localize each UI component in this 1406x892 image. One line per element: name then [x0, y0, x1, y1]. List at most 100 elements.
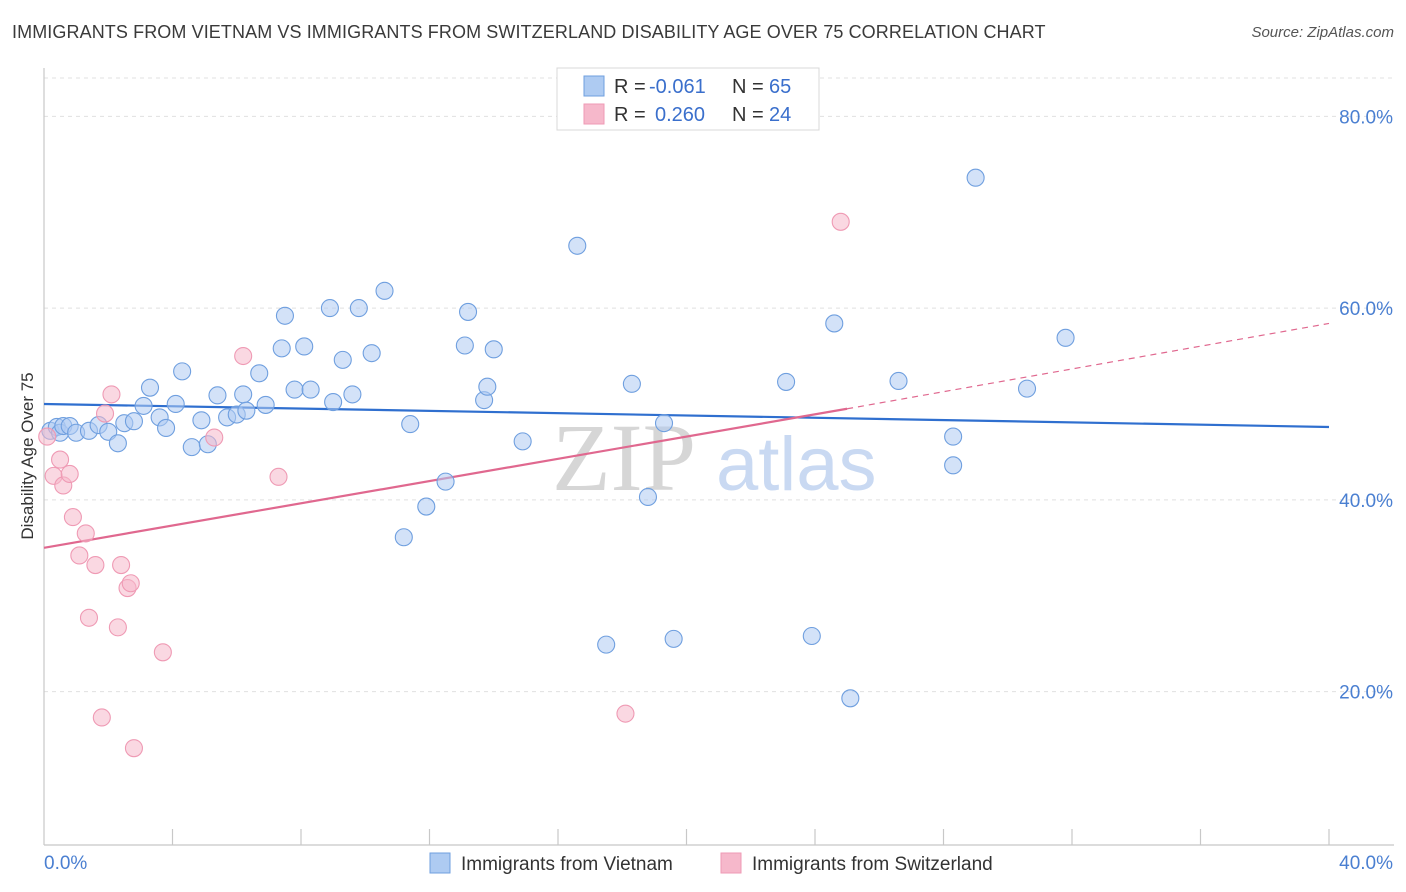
scatter-point-vietnam — [285, 380, 304, 399]
scatter-point-switzerland — [76, 524, 95, 543]
grid-layer — [44, 77, 1394, 693]
y-axis-label: Disability Age Over 75 — [18, 372, 37, 539]
scatter-point-switzerland — [108, 618, 127, 637]
legend-top: R = -0.061 N = 65 R = 0.260 N = 24 — [556, 67, 820, 131]
scatter-point-switzerland — [92, 708, 111, 727]
axes-layer — [43, 68, 1394, 846]
scatter-point-switzerland — [121, 574, 140, 593]
scatter-point-vietnam — [166, 394, 185, 414]
scatter-point-vietnam — [108, 434, 127, 453]
bottom-legend-swatch-vietnam — [429, 852, 451, 874]
legend-swatch-switzerland — [583, 103, 605, 125]
scatter-point-vietnam — [295, 337, 314, 356]
scatter-point-vietnam — [478, 377, 497, 396]
legend-r-value-1: -0.061 — [649, 76, 706, 98]
scatter-point-vietnam — [436, 472, 455, 491]
scatter-point-switzerland — [79, 608, 99, 627]
scatter-point-switzerland — [153, 643, 172, 662]
scatter-point-vietnam — [234, 385, 253, 404]
scatter-point-vietnam — [349, 299, 368, 318]
scatter-point-vietnam — [157, 418, 176, 437]
legend-r-label-2: R = — [614, 104, 646, 126]
scatter-point-vietnam — [802, 626, 821, 646]
scatter-point-vietnam — [134, 396, 153, 415]
y-tick-label: 60.0% — [1339, 299, 1393, 320]
tick-labels: 20.0% 40.0% 60.0% 80.0% 0.0% 40.0% — [44, 107, 1393, 874]
legend-n-label-2: N = — [732, 104, 764, 126]
scatter-point-vietnam — [944, 427, 963, 446]
scatter-point-vietnam — [597, 635, 616, 654]
legend-r-label-1: R = — [614, 76, 646, 98]
chart-title: IMMIGRANTS FROM VIETNAM VS IMMIGRANTS FR… — [12, 22, 1046, 42]
scatter-point-vietnam — [301, 380, 320, 399]
scatter-point-vietnam — [458, 302, 478, 321]
scatter-point-vietnam — [320, 299, 339, 318]
scatter-point-vietnam — [889, 371, 908, 391]
scatter-point-vietnam — [966, 168, 985, 187]
scatter-point-switzerland — [205, 428, 224, 447]
scatter-point-vietnam — [394, 528, 413, 547]
scatter-point-vietnam — [622, 374, 641, 393]
scatter-point-switzerland — [112, 555, 131, 575]
scatter-point-vietnam — [417, 497, 436, 516]
legend-r-value-2: 0.260 — [655, 104, 705, 126]
x-tick-label-max: 40.0% — [1339, 853, 1393, 874]
y-tick-label: 40.0% — [1339, 491, 1393, 512]
scatter-point-vietnam — [484, 340, 503, 359]
scatter-point-vietnam — [401, 415, 420, 434]
scatter-point-vietnam — [250, 364, 269, 383]
bottom-legend-label-vietnam: Immigrants from Vietnam — [461, 854, 673, 875]
scatter-point-vietnam — [664, 629, 683, 648]
scatter-point-vietnam — [140, 378, 160, 397]
scatter-point-switzerland — [269, 467, 288, 486]
scatter-point-vietnam — [777, 372, 796, 391]
scatter-point-vietnam — [1056, 328, 1075, 347]
scatter-point-vietnam — [638, 487, 658, 507]
source-label: Source: ZipAtlas.com — [1251, 24, 1394, 41]
scatter-point-vietnam — [256, 395, 275, 414]
scatter-point-switzerland — [60, 464, 79, 484]
scatter-point-switzerland — [616, 704, 635, 723]
scatter-point-switzerland — [86, 555, 105, 575]
trend-line-dashed-1 — [847, 322, 1330, 410]
legend-n-label-1: N = — [732, 76, 764, 98]
scatter-point-vietnam — [208, 386, 227, 405]
scatter-point-switzerland — [102, 385, 121, 404]
scatter-point-switzerland — [38, 427, 57, 446]
scatter-point-vietnam — [654, 414, 674, 433]
scatter-point-switzerland — [63, 508, 82, 527]
watermark-zip: ZIP — [552, 404, 696, 511]
bottom-legend-label-switzerland: Immigrants from Switzerland — [752, 854, 993, 875]
legend-n-value-2: 24 — [769, 104, 791, 126]
scatter-point-vietnam — [343, 385, 362, 404]
x-tick-label-min: 0.0% — [44, 853, 87, 874]
scatter-point-vietnam — [324, 393, 343, 412]
scatter-point-vietnam — [192, 411, 211, 430]
scatter-point-vietnam — [841, 689, 860, 708]
scatter-point-vietnam — [455, 336, 474, 355]
scatter-point-vietnam — [568, 236, 587, 255]
scatter-point-switzerland — [70, 546, 89, 565]
scatter-point-switzerland — [234, 346, 253, 366]
scatter-point-switzerland — [51, 450, 70, 469]
scatter-point-switzerland — [831, 212, 850, 231]
scatter-point-vietnam — [182, 438, 201, 457]
legend-bottom: Immigrants from Vietnam Immigrants from … — [429, 852, 993, 875]
scatter-point-vietnam — [1017, 379, 1037, 398]
scatter-point-vietnam — [362, 344, 381, 363]
scatter-point-vietnam — [375, 281, 394, 300]
data-points — [38, 168, 1075, 758]
scatter-point-vietnam — [513, 432, 532, 451]
scatter-point-vietnam — [272, 339, 291, 358]
scatter-point-vietnam — [944, 456, 963, 475]
scatter-point-vietnam — [275, 306, 294, 325]
scatter-point-switzerland — [95, 404, 115, 423]
legend-n-value-1: 65 — [769, 76, 791, 98]
watermark-atlas: atlas — [716, 422, 877, 507]
scatter-point-vietnam — [825, 314, 844, 333]
scatter-point-vietnam — [173, 362, 192, 381]
scatter-point-vietnam — [333, 350, 352, 369]
scatter-point-switzerland — [124, 739, 143, 758]
y-tick-label: 80.0% — [1339, 107, 1393, 128]
